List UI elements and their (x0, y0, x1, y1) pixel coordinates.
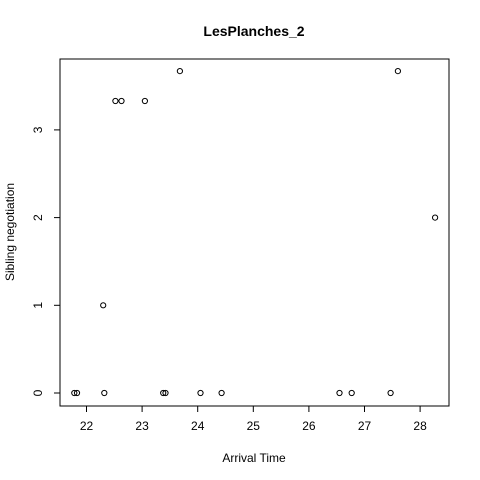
data-point (141, 97, 148, 105)
data-point (101, 389, 108, 397)
plot-frame (59, 58, 450, 407)
data-points (71, 68, 439, 397)
data-point (162, 389, 169, 397)
data-point (348, 389, 355, 397)
data-point (218, 389, 225, 397)
data-point (387, 389, 394, 397)
y-tick-label: 0 (31, 389, 45, 396)
data-point (336, 389, 343, 397)
y-axis-label: Sibling negotiation (3, 183, 17, 281)
x-axis: 22 23 24 25 26 27 28 (80, 405, 427, 433)
x-tick-label: 24 (191, 419, 205, 433)
data-point (160, 389, 167, 397)
data-point (112, 97, 119, 105)
data-point (118, 97, 125, 105)
data-point (100, 302, 107, 309)
data-point (197, 389, 204, 397)
x-tick-label: 23 (135, 419, 149, 433)
data-point (432, 214, 439, 221)
data-point (73, 389, 81, 397)
x-axis-label: Arrival Time (222, 451, 286, 465)
x-tick-label: 25 (247, 419, 261, 433)
data-point (71, 389, 78, 397)
x-tick-label: 22 (80, 419, 94, 433)
x-tick-label: 27 (358, 419, 372, 433)
y-tick-label: 1 (31, 302, 45, 309)
data-point (176, 68, 183, 75)
x-tick-label: 26 (302, 419, 316, 433)
y-tick-label: 2 (31, 214, 45, 221)
y-axis: 0 1 2 3 (31, 126, 61, 396)
chart-title: LesPlanches_2 (203, 23, 304, 39)
data-point (394, 68, 401, 75)
x-tick-label: 28 (413, 419, 427, 433)
y-tick-label: 3 (31, 126, 45, 133)
